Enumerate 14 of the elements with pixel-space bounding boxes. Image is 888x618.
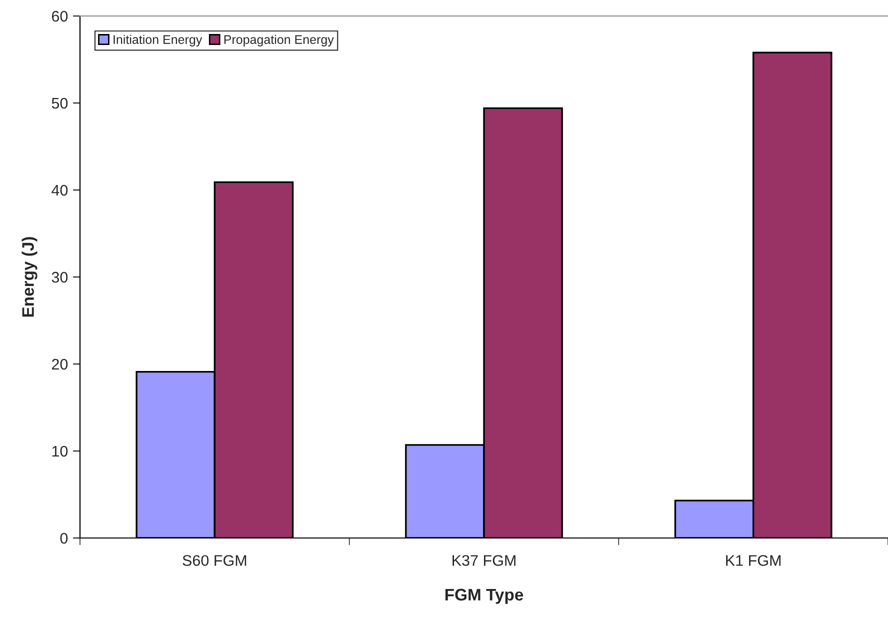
legend-label: Initiation Energy: [114, 34, 202, 46]
legend-label: Propagation Energy: [224, 34, 334, 46]
y-tick-label: 0: [60, 532, 68, 544]
y-tick-label: 40: [52, 184, 68, 196]
y-tick-label: 60: [52, 10, 68, 22]
x-axis-title: FGM Type: [445, 588, 524, 604]
y-tick-label: 10: [52, 446, 68, 457]
y-tick-label: 20: [52, 358, 68, 370]
y-tick-label: 30: [52, 272, 68, 283]
y-axis-title: Energy (J): [22, 237, 38, 317]
x-tick-label: K37 FGM: [452, 555, 516, 566]
y-tick-label: 50: [52, 98, 68, 109]
x-tick-label: K1 FGM: [726, 555, 781, 566]
x-tick-label: S60 FGM: [182, 555, 246, 566]
